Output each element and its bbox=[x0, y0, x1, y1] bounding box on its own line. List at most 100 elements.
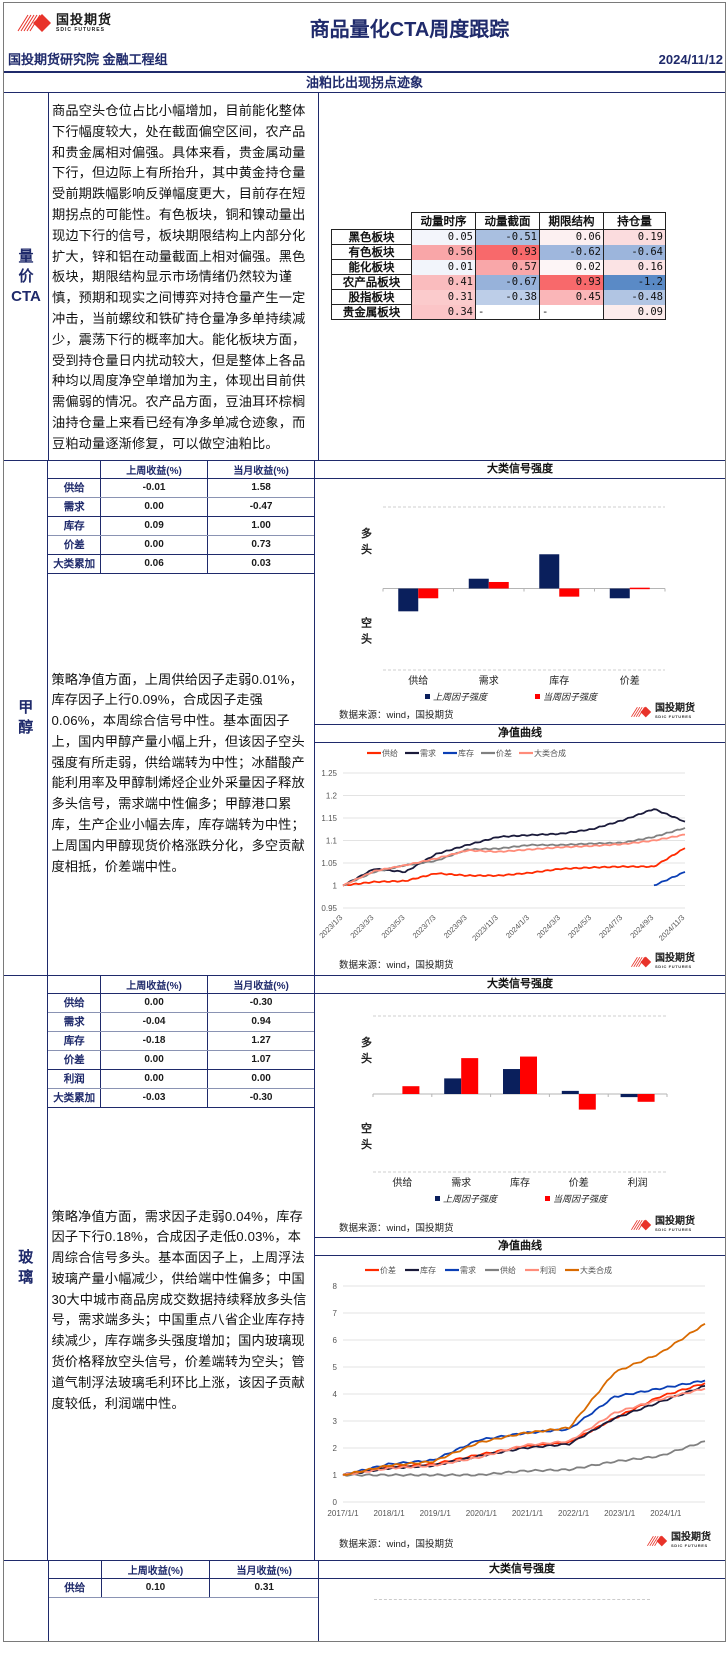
series-line bbox=[342, 808, 686, 887]
returns-row-label: 供给 bbox=[49, 1578, 102, 1598]
section-label-next bbox=[4, 1561, 49, 1641]
heatmap-cell: - bbox=[539, 304, 604, 320]
report-date: 2024/11/12 bbox=[658, 52, 723, 67]
glass-left: 上周收益(%) 当月收益(%) 供给 0.00 -0.30 需求 -0.04 0.94 库存 -0… bbox=[48, 976, 315, 1560]
returns-row-label: 需求 bbox=[48, 497, 101, 517]
section-label-glass: 玻 璃 bbox=[4, 976, 49, 1560]
methanol-returns-table: 上周收益(%) 当月收益(%) 供给 -0.01 1.58 需求 0.00 -0.47 库存 0.… bbox=[48, 461, 314, 574]
y-tick-label: 5 bbox=[333, 1363, 338, 1372]
legend-label: 库存 bbox=[458, 748, 474, 758]
long-axis-label: 多 bbox=[361, 1035, 372, 1049]
logo-diamond-icon bbox=[16, 13, 52, 33]
returns-row-label: 需求 bbox=[48, 1012, 101, 1032]
signal-chart-title: 大类信号强度 bbox=[315, 461, 725, 479]
heatmap-col-header: 动量时序 bbox=[411, 212, 476, 230]
series-line bbox=[342, 1323, 706, 1476]
x-tick-label: 价差 bbox=[569, 1176, 589, 1189]
returns-value: 0.06 bbox=[100, 554, 209, 574]
y-tick-label: 7 bbox=[333, 1309, 338, 1318]
returns-header-row: 上周收益(%) 当月收益(%) bbox=[48, 976, 314, 994]
report-header: 国投期货 SDIC FUTURES 商品量化CTA周度跟踪 bbox=[4, 3, 725, 51]
legend-swatch bbox=[545, 1196, 550, 1201]
section-label-methanol: 甲 醇 bbox=[4, 461, 49, 975]
bar bbox=[468, 578, 489, 589]
returns-value: -0.30 bbox=[207, 1088, 314, 1108]
cta-commentary: 商品空头仓位占比小幅增加，目前能化整体下行幅度较大，处在截面偏空区间，农产品和贵… bbox=[49, 93, 319, 460]
heatmap-cell: 0.56 bbox=[411, 244, 476, 260]
y-tick-label: 8 bbox=[333, 1282, 338, 1291]
bar bbox=[461, 1058, 479, 1094]
label-line: 甲 bbox=[18, 699, 34, 716]
bar bbox=[637, 1094, 655, 1102]
heatmap-row: 能化板块 0.01 0.57 0.02 0.16 bbox=[331, 259, 666, 275]
gridline bbox=[374, 1599, 650, 1600]
returns-col-header: 上周收益(%) bbox=[100, 976, 209, 994]
methanol-text: 策略净值方面，上周供给因子走弱0.01%，库存因子上行0.09%，合成因子走强0… bbox=[51, 671, 305, 874]
x-tick-label: 2024/1/3 bbox=[504, 913, 531, 940]
glass-returns-table: 上周收益(%) 当月收益(%) 供给 0.00 -0.30 需求 -0.04 0.94 库存 -0… bbox=[48, 976, 314, 1108]
logo-cn-text: 国投期货 bbox=[56, 12, 113, 27]
x-tick-label: 2023/1/1 bbox=[604, 1509, 636, 1518]
heatmap-cell: -1.2 bbox=[603, 274, 666, 290]
heatmap-row-label: 股指板块 bbox=[331, 289, 412, 305]
series-line bbox=[342, 1385, 706, 1477]
bar bbox=[629, 587, 650, 590]
returns-col-header bbox=[48, 976, 101, 994]
returns-value: -0.18 bbox=[100, 1031, 209, 1051]
heatmap-row-label: 有色板块 bbox=[331, 244, 412, 260]
next-returns-table: 上周收益(%) 当月收益(%) 供给 0.10 0.31 bbox=[49, 1561, 318, 1598]
next-left: 上周收益(%) 当月收益(%) 供给 0.10 0.31 bbox=[49, 1561, 319, 1641]
x-tick-label: 2023/7/3 bbox=[411, 913, 438, 940]
returns-col-header: 上周收益(%) bbox=[100, 461, 209, 479]
x-tick-label: 2024/3/3 bbox=[535, 913, 562, 940]
returns-value: 0.00 bbox=[100, 1069, 209, 1089]
legend-label: 大类合成 bbox=[580, 1265, 612, 1275]
heatmap-cell: 0.01 bbox=[411, 259, 476, 275]
returns-row-label: 供给 bbox=[48, 993, 101, 1013]
cta-heatmap-table: 动量时序 动量截面 期限结构 持仓量 黑色板块 0.05 -0.51 0.06 0.19… bbox=[331, 212, 666, 320]
legend-label: 供给 bbox=[382, 748, 398, 758]
heatmap-row: 股指板块 0.31 -0.38 0.45 -0.48 bbox=[331, 289, 666, 305]
report-theme: 油粕比出现拐点迹象 bbox=[4, 73, 725, 93]
methanol-signal-chart: 供给 需求 库存 价差多头空头上周因子强度 当周因子强度 数据来源：wind，国投期货 … bbox=[315, 479, 725, 725]
heatmap-cell: 0.57 bbox=[475, 259, 540, 275]
legend-label: 上周因子强度 bbox=[443, 1194, 499, 1204]
returns-row: 库存 -0.18 1.27 bbox=[48, 1031, 314, 1051]
bar bbox=[609, 588, 630, 599]
returns-value: 0.94 bbox=[207, 1012, 314, 1032]
legend-label: 当周因子强度 bbox=[543, 692, 599, 702]
series-line bbox=[342, 1440, 706, 1477]
chart-logo: 国投期货 SDIC FUTURES bbox=[645, 1533, 711, 1548]
chart-source: 数据来源：wind，国投期货 bbox=[339, 1539, 454, 1550]
label-line: CTA bbox=[11, 287, 41, 305]
returns-col-header: 当月收益(%) bbox=[209, 1561, 318, 1579]
series-line bbox=[342, 827, 686, 887]
series-line bbox=[653, 871, 686, 887]
x-tick-label: 2023/11/3 bbox=[470, 913, 500, 943]
heatmap-row: 有色板块 0.56 0.93 -0.62 -0.64 bbox=[331, 244, 666, 260]
bar bbox=[620, 1094, 638, 1098]
nav-chart-title: 净值曲线 bbox=[315, 1238, 725, 1256]
heatmap-col-header: 期限结构 bbox=[539, 212, 604, 230]
heatmap-cell: -0.51 bbox=[475, 229, 540, 245]
heatmap-cell: 0.05 bbox=[411, 229, 476, 245]
x-tick-label: 2018/1/1 bbox=[374, 1509, 406, 1518]
heatmap-cell: 0.16 bbox=[603, 259, 666, 275]
heatmap-row: 黑色板块 0.05 -0.51 0.06 0.19 bbox=[331, 229, 666, 245]
series-line bbox=[342, 1379, 706, 1477]
returns-value: 0.10 bbox=[101, 1578, 211, 1598]
heatmap-row-label: 能化板块 bbox=[331, 259, 412, 275]
bar bbox=[578, 1094, 596, 1110]
returns-row: 大类累加 -0.03 -0.30 bbox=[48, 1088, 314, 1108]
returns-value: 0.09 bbox=[100, 516, 209, 536]
returns-row: 供给 0.00 -0.30 bbox=[48, 993, 314, 1013]
returns-row: 需求 0.00 -0.47 bbox=[48, 497, 314, 517]
methanol-left: 上周收益(%) 当月收益(%) 供给 -0.01 1.58 需求 0.00 -0.47 库存 0.… bbox=[48, 461, 315, 975]
returns-value: 0.00 bbox=[100, 535, 209, 555]
report-subbar: 国投期货研究院 金融工程组 2024/11/12 bbox=[4, 51, 725, 73]
x-tick-label: 库存 bbox=[549, 674, 569, 687]
glass-signal-chart: 供给 需求 库存 价差 利润多头空头上周因子强度 当周因子强度 数据来源：wind，国投期… bbox=[315, 994, 725, 1238]
heatmap-row-label: 黑色板块 bbox=[331, 229, 412, 245]
returns-value: 0.00 bbox=[100, 497, 209, 517]
series-line bbox=[342, 1382, 706, 1476]
